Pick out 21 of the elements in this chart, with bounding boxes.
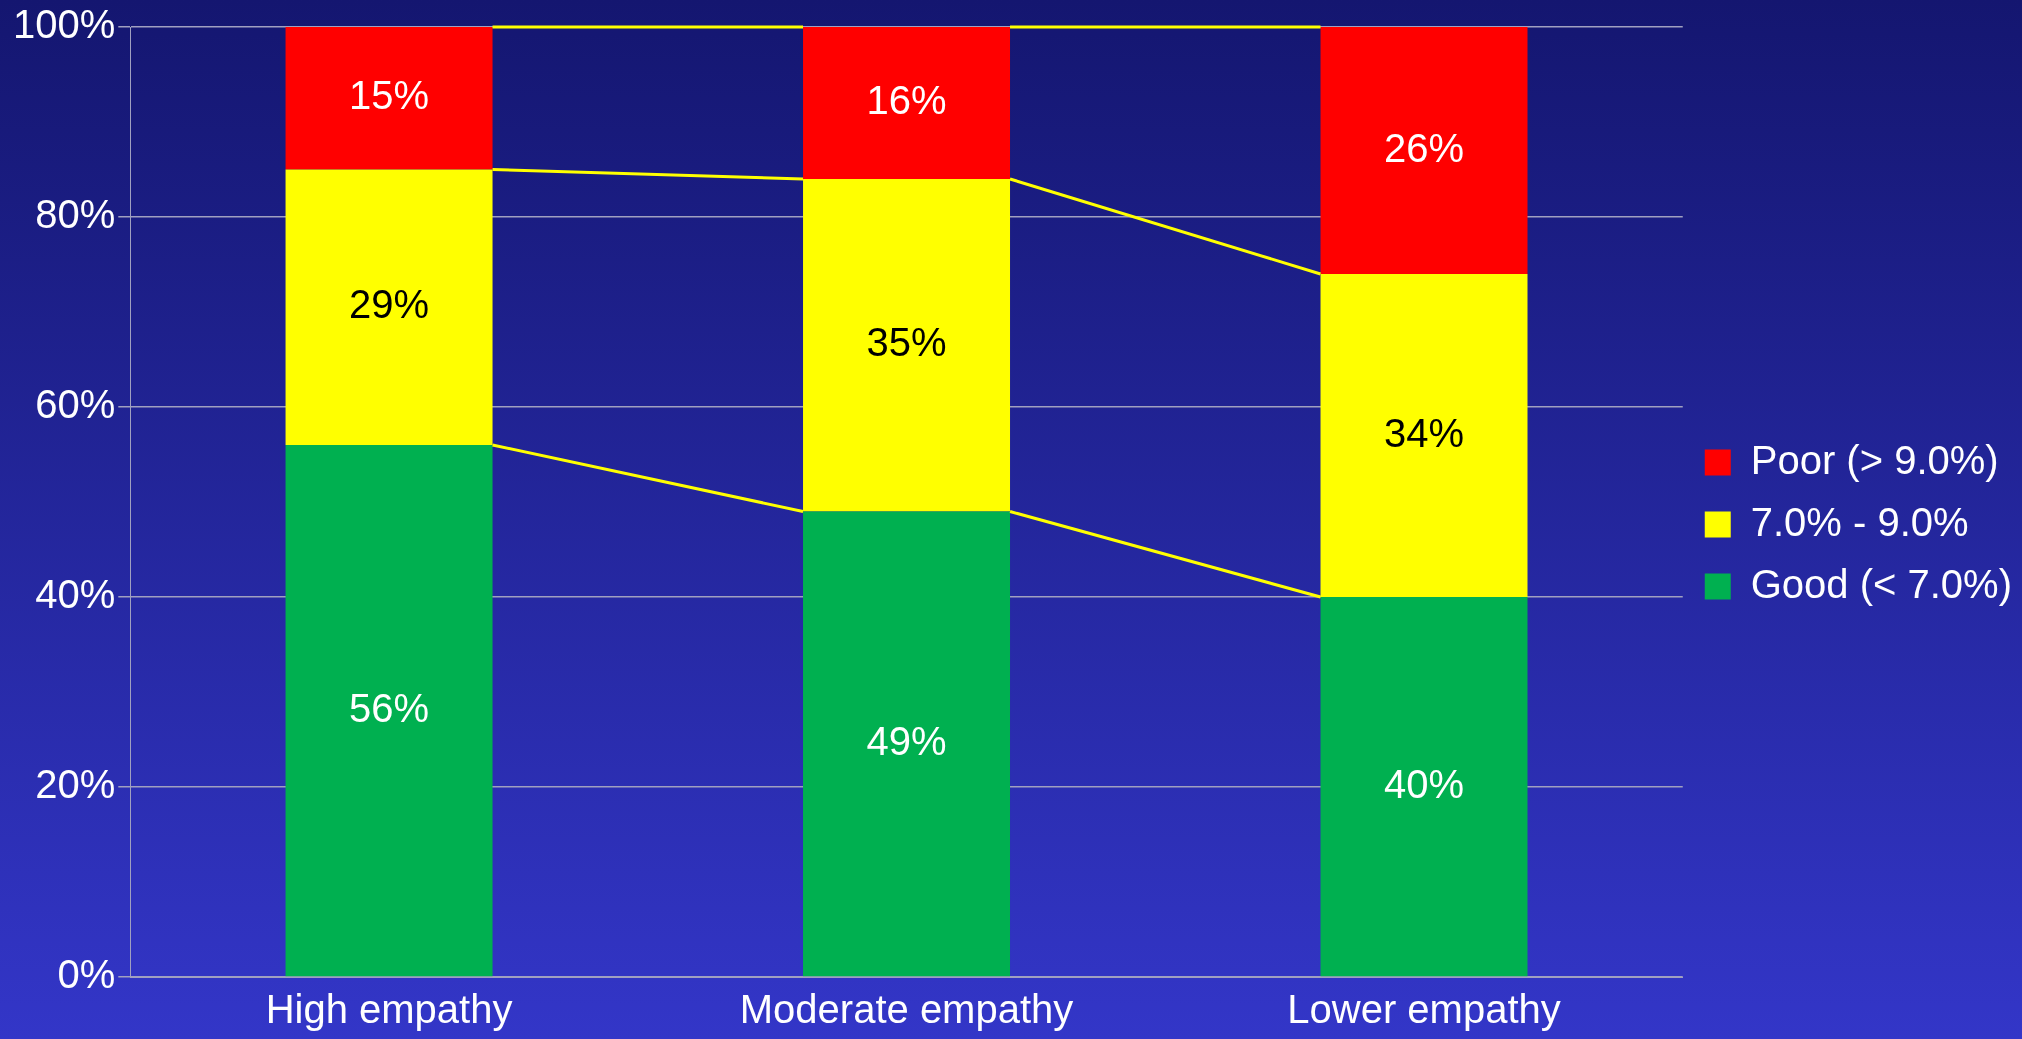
data-label: 35% [866, 320, 947, 365]
data-label: 56% [349, 685, 430, 730]
x-tick-label: High empathy [265, 987, 513, 1032]
data-label: 16% [866, 78, 947, 123]
data-label: 15% [349, 73, 430, 118]
legend-label: 7.0% - 9.0% [1750, 499, 1969, 544]
y-tick-label: 100% [12, 2, 116, 47]
y-tick-label: 40% [35, 572, 116, 617]
y-tick-label: 20% [35, 762, 116, 807]
data-label: 40% [1383, 761, 1465, 806]
data-label: 29% [349, 282, 430, 327]
x-tick-label: Lower empathy [1287, 987, 1561, 1032]
y-tick-label: 80% [35, 192, 116, 237]
data-label: 49% [866, 718, 947, 763]
x-tick-label: Moderate empathy [739, 987, 1074, 1032]
y-tick-label: 60% [35, 382, 116, 427]
y-tick-label: 0% [57, 952, 116, 997]
legend-label: Good (< 7.0%) [1750, 561, 2012, 606]
data-label: 34% [1383, 410, 1465, 455]
legend-label: Poor (> 9.0%) [1750, 437, 1999, 482]
data-label: 26% [1383, 125, 1465, 170]
